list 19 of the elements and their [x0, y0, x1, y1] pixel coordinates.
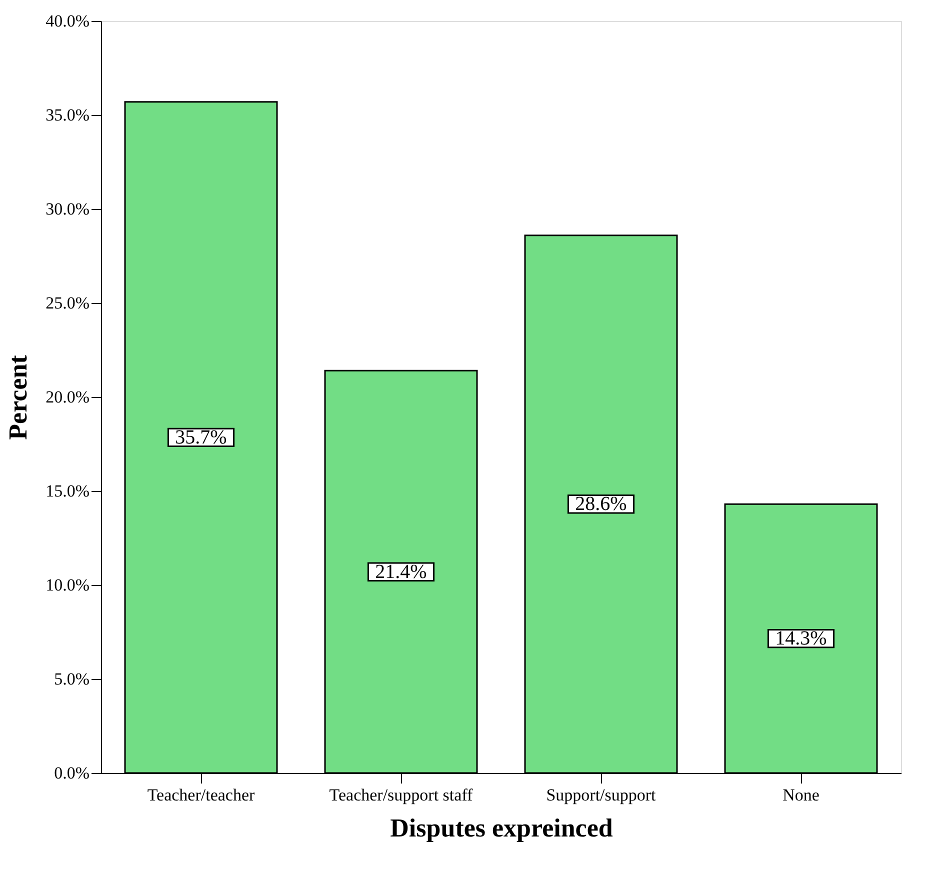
x-tick-label: Support/support [546, 786, 656, 804]
y-tick-label: 5.0% [54, 670, 90, 688]
y-tick-label: 15.0% [46, 482, 90, 500]
y-tick-label: 10.0% [46, 576, 90, 594]
x-tick-label: Teacher/teacher [147, 786, 255, 804]
y-tick-label: 25.0% [46, 294, 90, 312]
y-tick-label: 35.0% [46, 106, 90, 124]
data-label: 28.6% [575, 493, 627, 516]
data-label: 35.7% [175, 426, 227, 448]
data-label: 14.3% [775, 628, 827, 650]
x-axis-title: Disputes expreinced [390, 814, 614, 842]
y-tick-label: 30.0% [46, 200, 90, 218]
y-tick-label: 0.0% [54, 764, 90, 782]
x-tick-label: Teacher/support staff [329, 786, 474, 804]
y-axis-title: Percent [4, 354, 33, 440]
y-tick-label: 40.0% [46, 12, 90, 30]
y-tick-label: 20.0% [46, 388, 90, 406]
data-label: 21.4% [375, 560, 427, 583]
x-tick-label: None [782, 786, 820, 804]
